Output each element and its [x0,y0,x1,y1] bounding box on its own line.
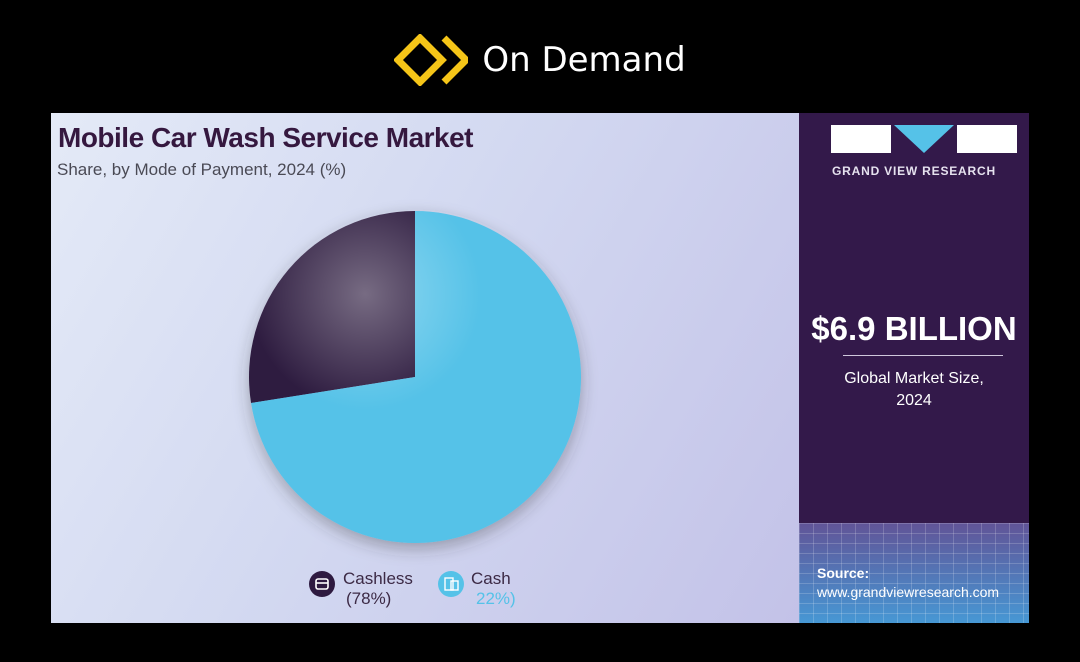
chart-card: Mobile Car Wash Service Market Share, by… [51,113,799,623]
brand-name: GRAND VIEW RESEARCH [832,164,996,178]
chart-subtitle: Share, by Mode of Payment, 2024 (%) [57,160,347,179]
grid-background [799,523,1029,623]
cash-coins-icon [438,571,464,597]
source-url[interactable]: www.grandviewresearch.com [817,584,1000,600]
cashless-card-icon [309,571,335,597]
pie-chart [249,211,581,544]
legend-value: (78%) [346,589,392,608]
info-sidebar: GRAND VIEW RESEARCH $6.9 BILLION Global … [799,113,1029,623]
legend-label: Cashless [343,569,413,588]
legend-cashless: Cashless (78%) [343,569,413,609]
grand-view-research-logo [831,125,1017,153]
legend-value: 22%) [476,589,516,608]
chart-title: Mobile Car Wash Service Market [58,122,474,153]
header: On Demand [0,30,1080,90]
source-label: Source: [817,565,870,581]
pie-gloss [249,211,581,543]
legend-label: Cash [471,569,511,588]
divider [843,355,1003,356]
legend-cash: Cash 22%) [471,569,516,609]
market-label: Global Market Size, 2024 [799,368,1029,412]
market-size: $6.9 BILLION [811,310,1017,347]
market-label-line2: 2024 [896,392,932,409]
chevrons-diamond-icon [394,34,469,86]
market-label-line1: Global Market Size, [844,370,984,387]
header-title: On Demand [482,40,686,80]
